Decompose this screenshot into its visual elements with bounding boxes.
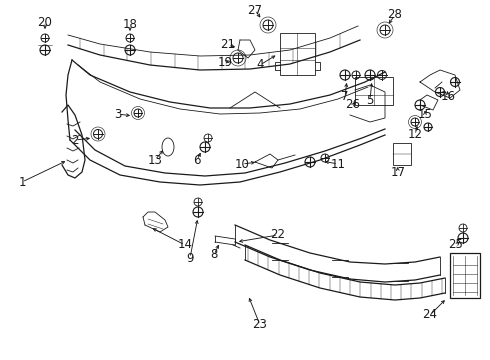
Text: 2: 2 <box>71 134 79 147</box>
Text: 19: 19 <box>218 55 232 68</box>
Text: 27: 27 <box>247 4 263 17</box>
Text: 17: 17 <box>391 166 406 179</box>
Text: 11: 11 <box>330 158 345 171</box>
Text: 7: 7 <box>341 90 349 104</box>
Bar <box>280 33 315 75</box>
Bar <box>450 253 480 298</box>
Text: 15: 15 <box>417 108 433 122</box>
Text: 23: 23 <box>252 319 268 332</box>
Text: 6: 6 <box>193 153 201 166</box>
Text: 3: 3 <box>114 108 122 121</box>
Bar <box>393 143 411 165</box>
Text: 4: 4 <box>256 58 264 72</box>
Bar <box>355 77 393 105</box>
Text: 16: 16 <box>441 90 456 104</box>
Text: 1: 1 <box>18 175 26 189</box>
Text: 21: 21 <box>220 39 236 51</box>
Text: 28: 28 <box>388 9 402 22</box>
Text: 26: 26 <box>345 99 361 112</box>
Text: 20: 20 <box>38 15 52 28</box>
Text: 8: 8 <box>210 248 218 261</box>
Text: 18: 18 <box>122 18 137 31</box>
Text: 22: 22 <box>270 229 286 242</box>
Text: 10: 10 <box>235 158 249 171</box>
Text: 9: 9 <box>186 252 194 265</box>
Text: 5: 5 <box>367 94 374 107</box>
Text: 13: 13 <box>147 153 163 166</box>
Text: 14: 14 <box>177 238 193 252</box>
Text: 25: 25 <box>448 238 464 252</box>
Text: 12: 12 <box>408 129 422 141</box>
Text: 24: 24 <box>422 309 438 321</box>
